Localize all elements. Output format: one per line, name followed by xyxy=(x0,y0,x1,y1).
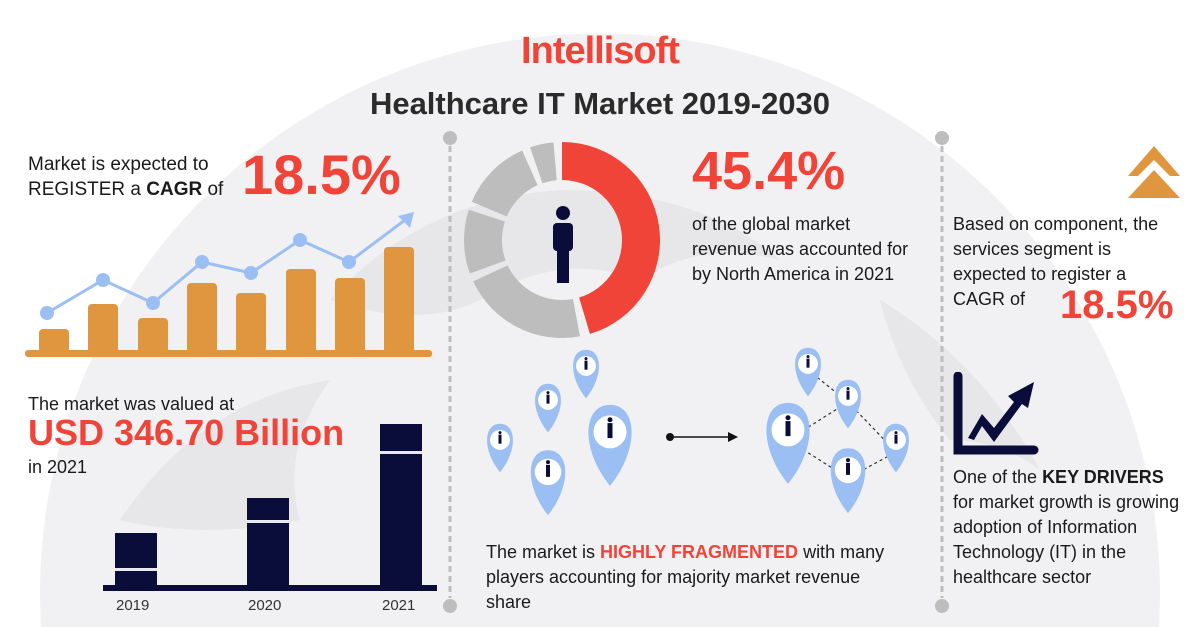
year-2021: 2021 xyxy=(382,597,416,614)
valued-line3: in 2021 xyxy=(28,457,88,477)
fragmented-pre: The market is xyxy=(486,542,601,562)
navy-bar-stripe xyxy=(380,451,422,454)
valued-line1: The market was valued at xyxy=(28,394,235,414)
person-head xyxy=(785,415,791,421)
person-icon xyxy=(498,434,502,444)
orange-bar xyxy=(236,293,266,353)
fragmented-post: with many players accounting for majorit… xyxy=(486,542,885,612)
year-2020: 2020 xyxy=(248,597,282,614)
cagr-line2: REGISTER a CAGR of xyxy=(28,177,223,202)
orange-bar xyxy=(138,318,168,353)
cagr-line2-post: of xyxy=(202,179,224,200)
trend-point xyxy=(96,273,110,287)
orange-bar xyxy=(88,304,118,353)
orange-bar xyxy=(286,269,316,353)
orange-bar xyxy=(39,329,69,353)
cagr-value: 18.5% xyxy=(242,143,401,206)
drivers-post: for market growth is growing adoption of… xyxy=(953,492,1180,587)
services-text: Based on component, the services segment… xyxy=(953,214,1159,309)
orange-bar xyxy=(187,283,217,353)
donut-segment-other xyxy=(473,265,580,338)
year-2019: 2019 xyxy=(116,597,150,614)
growth-bar-line-graphic xyxy=(25,212,432,357)
trend-point xyxy=(244,266,258,280)
person-head xyxy=(584,357,588,361)
intellisoft-logo: Intellisoft xyxy=(521,30,680,72)
orange-bar xyxy=(335,278,365,353)
donut-segment-other xyxy=(530,142,557,184)
donut-segment-other xyxy=(471,150,538,217)
divider-right xyxy=(935,131,949,613)
arrow-head xyxy=(728,432,738,442)
trend-point xyxy=(40,306,54,320)
trend-point xyxy=(146,296,160,310)
north-america-value: 45.4% xyxy=(692,141,846,201)
person-head xyxy=(846,387,850,391)
orange-baseline xyxy=(25,350,432,357)
divider-left xyxy=(443,131,457,613)
navy-bar-stripe xyxy=(247,520,289,523)
navy-bar xyxy=(115,533,157,587)
person-icon xyxy=(546,394,550,404)
north-america-text: of the global market revenue was account… xyxy=(692,214,909,284)
person-icon xyxy=(846,462,850,475)
trend-point xyxy=(293,233,307,247)
growth-chart-icon xyxy=(953,372,1039,455)
person-head xyxy=(846,458,850,463)
person-head xyxy=(546,460,550,465)
person-head xyxy=(894,431,898,435)
cagr-line2-pre: REGISTER a xyxy=(28,179,147,200)
person-head xyxy=(546,391,550,395)
cagr-bold: CAGR xyxy=(146,179,203,200)
donut-segment-other xyxy=(464,209,506,274)
valued-value: USD 346.70 Billion xyxy=(28,412,345,453)
trend-point xyxy=(342,255,356,269)
page-title: Healthcare IT Market 2019-2030 xyxy=(369,86,831,121)
navy-bar xyxy=(380,424,422,587)
person-icon xyxy=(785,421,791,437)
person-icon xyxy=(584,360,588,370)
orange-bar xyxy=(384,247,414,353)
drivers-pre: One of the xyxy=(953,467,1043,487)
person-head xyxy=(498,431,502,435)
person-icon xyxy=(553,206,573,283)
person-icon xyxy=(894,434,898,444)
person-icon xyxy=(607,423,613,439)
arrow-tail xyxy=(666,433,674,441)
trend-line xyxy=(46,218,406,315)
person-icon xyxy=(806,358,810,368)
person-head xyxy=(806,355,810,359)
navy-bars-graphic xyxy=(103,424,437,591)
drivers-bold: KEY DRIVERS xyxy=(1042,467,1164,487)
person-icon xyxy=(846,390,850,400)
double-chevron-up-icon xyxy=(1128,146,1180,198)
donut-segment-north-america xyxy=(562,142,660,334)
navy-bar-stripe xyxy=(115,568,157,571)
fragmented-pins-graphic xyxy=(487,347,909,516)
trend-arrow-head xyxy=(398,212,414,228)
services-value: 18.5% xyxy=(1060,283,1174,327)
person-icon xyxy=(546,464,550,477)
cagr-text: Market is expected to REGISTER a CAGR of xyxy=(28,152,223,202)
fragmented-highlight: HIGHLY FRAGMENTED xyxy=(600,542,799,562)
trend-point xyxy=(195,255,209,269)
drivers-text: One of the KEY DRIVERS for market growth… xyxy=(953,465,1183,590)
navy-bar xyxy=(247,498,289,587)
cagr-line1: Market is expected to xyxy=(28,154,209,175)
north-america-donut xyxy=(464,142,660,338)
navy-baseline xyxy=(103,585,437,591)
person-head xyxy=(607,417,613,423)
fragmented-text: The market is HIGHLY FRAGMENTED with man… xyxy=(486,540,906,615)
